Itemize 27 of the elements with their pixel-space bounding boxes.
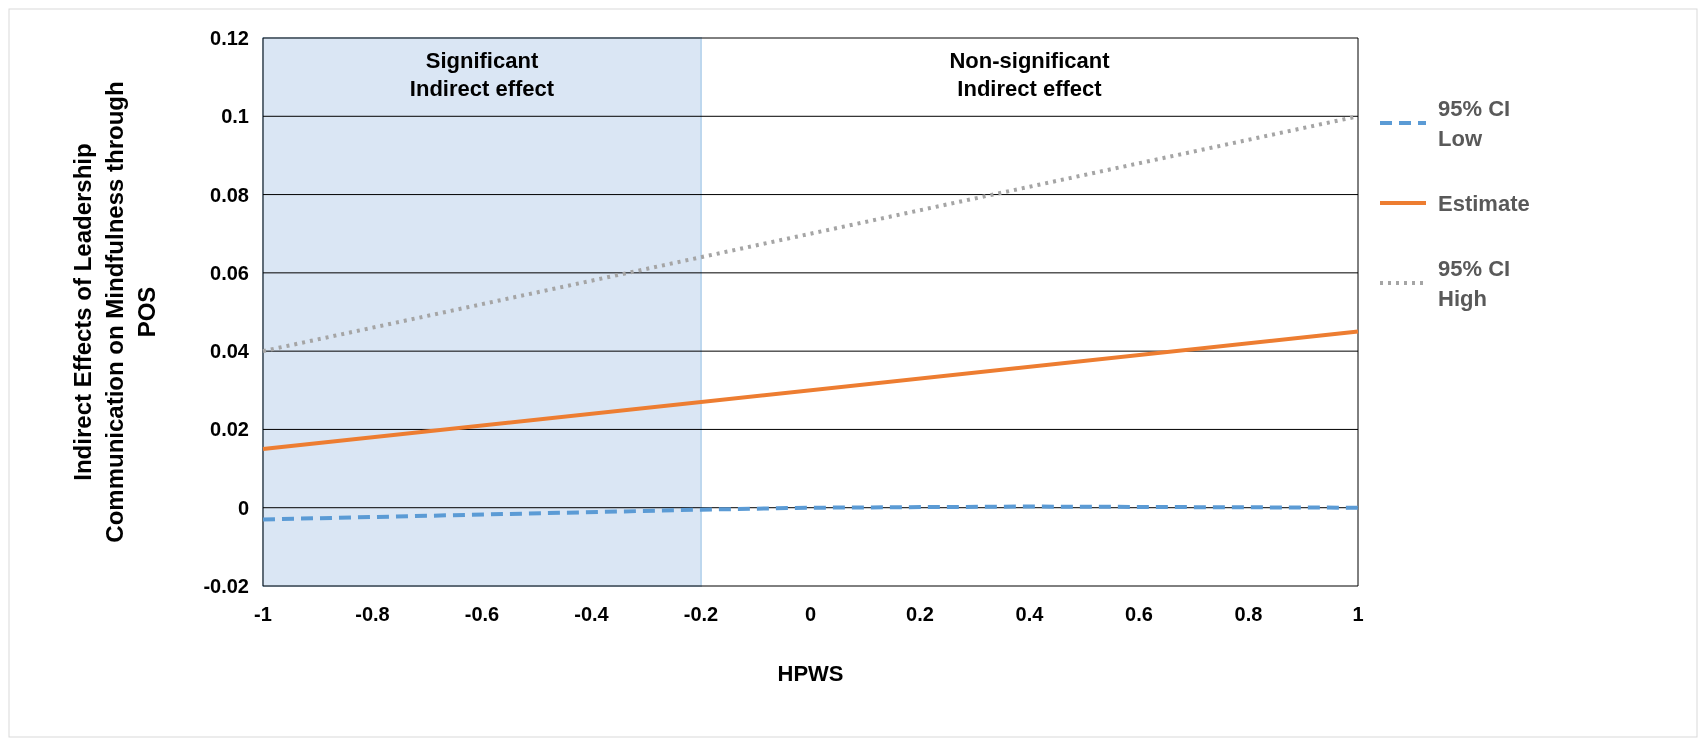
y-axis-title: Indirect Effects of Leadership Communication on Mindfulness through POS — [69, 81, 160, 543]
x-tick-label: -0.6 — [464, 603, 500, 625]
x-tick-label: 0.2 — [906, 603, 934, 625]
x-tick-label: -0.2 — [683, 603, 719, 625]
y-tick-label: 0.06 — [210, 261, 249, 284]
x-tick-label: 0.4 — [1015, 603, 1045, 625]
x-tick-label: -0.8 — [355, 603, 390, 625]
x-tick-label: 0 — [804, 603, 817, 625]
x-tick-label: 0.8 — [1234, 603, 1263, 625]
x-axis-title: HPWS — [777, 661, 844, 686]
x-tick-label: -1 — [254, 603, 272, 625]
y-tick-label: 0.12 — [210, 27, 249, 49]
y-tick-label: 0 — [237, 496, 249, 519]
annotation: Non-significant Indirect effect — [949, 48, 1111, 101]
y-tick-label: -0.02 — [203, 575, 249, 597]
x-tick-label: 1 — [1352, 603, 1364, 625]
y-tick-label: 0.04 — [210, 340, 250, 363]
y-tick-label: 0.08 — [210, 183, 249, 206]
line-series — [261, 504, 1360, 522]
x-tick-label: 0.6 — [1125, 603, 1153, 625]
x-tick-label: -0.4 — [574, 603, 610, 625]
band-label: Significant Indirect effect — [409, 48, 555, 101]
legend-label: 95% CI High — [1438, 255, 1511, 311]
legend-label: Estimate — [1438, 190, 1530, 216]
legend-label: 95% CI Low — [1438, 95, 1511, 151]
y-tick-label: 0.02 — [210, 418, 249, 441]
y-tick-label: 0.1 — [221, 105, 249, 128]
